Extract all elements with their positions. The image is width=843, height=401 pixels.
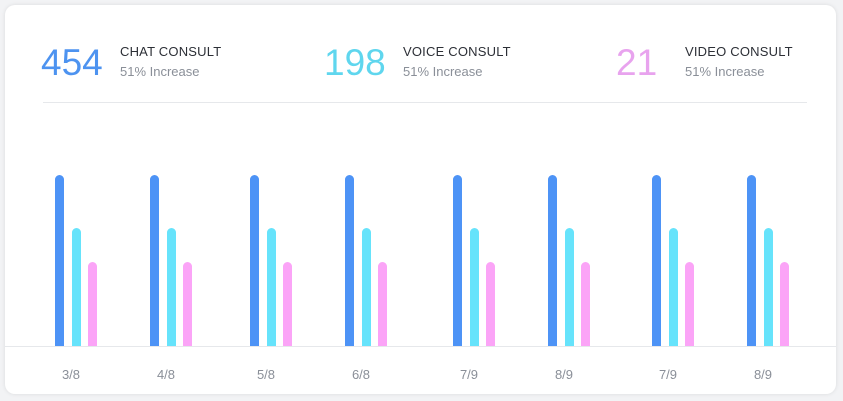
- stat-label: VIDEO CONSULT: [685, 44, 793, 59]
- x-tick-label: 4/8: [156, 367, 176, 382]
- x-tick-label: 6/8: [351, 367, 371, 382]
- chart-bar: [267, 228, 276, 346]
- chart-bar: [167, 228, 176, 346]
- chart-bar: [652, 175, 661, 346]
- chart-bar: [780, 262, 789, 346]
- stat-label: VOICE CONSULT: [403, 44, 511, 59]
- chart-bar: [747, 175, 756, 346]
- chart-bar: [55, 175, 64, 346]
- x-tick-label: 5/8: [256, 367, 276, 382]
- stat-sub: 51% Increase: [403, 64, 483, 79]
- chart-bar: [345, 175, 354, 346]
- stat-value: 198: [324, 42, 386, 83]
- x-tick-label: 3/8: [61, 367, 81, 382]
- x-tick-label: 8/9: [554, 367, 574, 382]
- chart-bar: [548, 175, 557, 346]
- chart-bar: [486, 262, 495, 346]
- x-tick-label: 7/9: [459, 367, 479, 382]
- chart-bar: [685, 262, 694, 346]
- chart-bar: [183, 262, 192, 346]
- stat-value: 454: [41, 42, 103, 83]
- x-tick-label: 8/9: [753, 367, 773, 382]
- chart-bar: [470, 228, 479, 346]
- stat-label: CHAT CONSULT: [120, 44, 222, 59]
- chart-bar: [565, 228, 574, 346]
- chart-bar: [764, 228, 773, 346]
- chart-bar: [453, 175, 462, 346]
- chart-bar: [669, 228, 678, 346]
- consult-stats-card: 454 CHAT CONSULT 51% Increase 198 VOICE …: [5, 5, 836, 394]
- stat-sub: 51% Increase: [120, 64, 200, 79]
- stat-value: 21: [616, 42, 658, 83]
- stat-sub: 51% Increase: [685, 64, 765, 79]
- chart-bar: [581, 262, 590, 346]
- x-tick-label: 7/9: [658, 367, 678, 382]
- chart-bar: [283, 262, 292, 346]
- chart-bar: [378, 262, 387, 346]
- chart-bar: [150, 175, 159, 346]
- chart-bar: [88, 262, 97, 346]
- chart-bar: [72, 228, 81, 346]
- header-divider: [43, 102, 807, 103]
- chart-baseline: [5, 346, 836, 347]
- chart-bar: [362, 228, 371, 346]
- chart-bar: [250, 175, 259, 346]
